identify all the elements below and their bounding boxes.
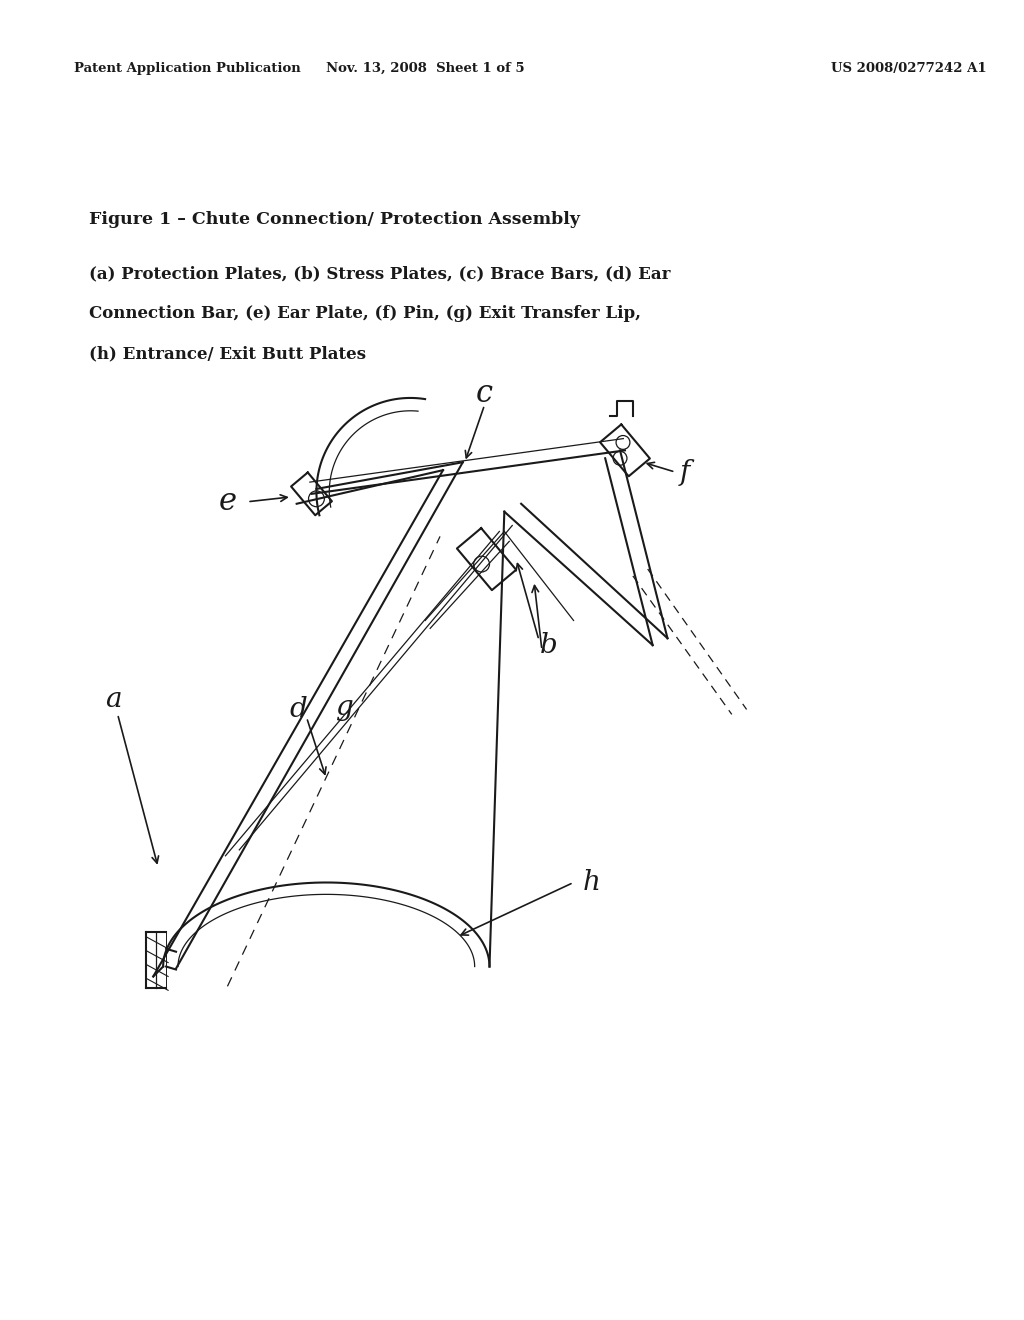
Text: c: c <box>476 378 494 408</box>
Text: g: g <box>335 694 353 721</box>
Text: e: e <box>218 486 237 517</box>
Text: Nov. 13, 2008  Sheet 1 of 5: Nov. 13, 2008 Sheet 1 of 5 <box>326 62 524 75</box>
Text: b: b <box>540 632 558 659</box>
Text: Connection Bar, (e) Ear Plate, (f) Pin, (g) Exit Transfer Lip,: Connection Bar, (e) Ear Plate, (f) Pin, … <box>89 305 641 322</box>
Text: h: h <box>583 869 600 896</box>
Text: (a) Protection Plates, (b) Stress Plates, (c) Brace Bars, (d) Ear: (a) Protection Plates, (b) Stress Plates… <box>89 265 671 282</box>
Text: f: f <box>680 458 690 486</box>
Text: (h) Entrance/ Exit Butt Plates: (h) Entrance/ Exit Butt Plates <box>89 345 366 362</box>
Text: Patent Application Publication: Patent Application Publication <box>74 62 301 75</box>
Text: US 2008/0277242 A1: US 2008/0277242 A1 <box>830 62 986 75</box>
Text: a: a <box>105 686 122 713</box>
Text: d: d <box>290 696 307 723</box>
Text: Figure 1 – Chute Connection/ Protection Assembly: Figure 1 – Chute Connection/ Protection … <box>89 211 580 228</box>
